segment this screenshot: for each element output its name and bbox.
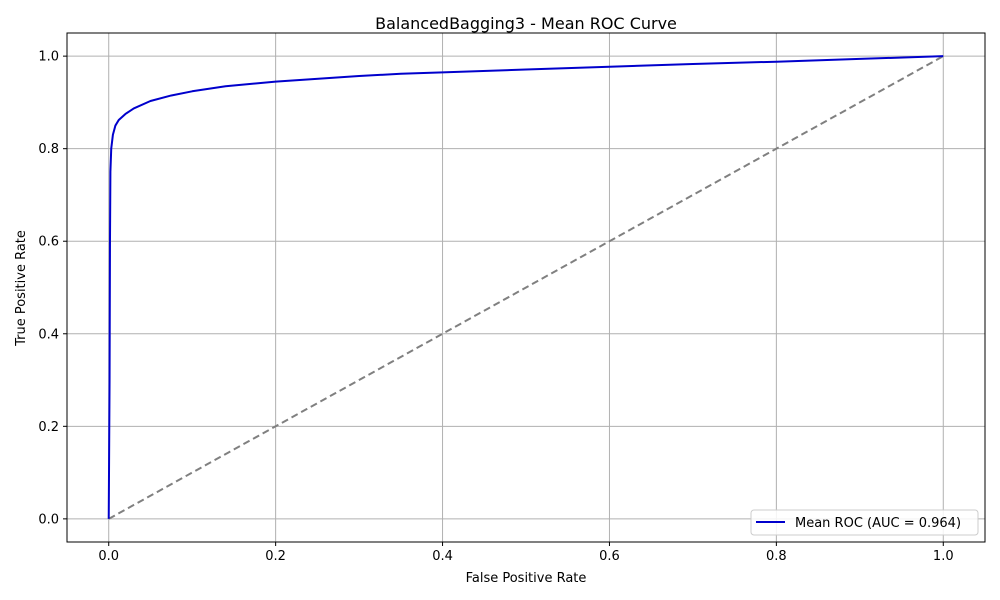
chart-title: BalancedBagging3 - Mean ROC Curve <box>375 14 677 33</box>
y-tick-label: 1.0 <box>38 50 59 65</box>
x-tick-label: 1.0 <box>933 549 954 564</box>
mean-roc-curve <box>107 55 944 519</box>
x-tick-label: 0.6 <box>599 549 620 564</box>
y-tick-label: 0.8 <box>38 142 59 157</box>
y-tick-label: 0.4 <box>38 327 59 342</box>
legend-label: Mean ROC (AUC = 0.964) <box>795 516 961 531</box>
x-tick-label: 0.0 <box>98 549 119 564</box>
y-tick-label: 0.0 <box>38 512 59 527</box>
x-tick-label: 0.2 <box>265 549 286 564</box>
y-tick-label: 0.2 <box>38 420 59 435</box>
x-axis-title: False Positive Rate <box>466 571 587 586</box>
legend: Mean ROC (AUC = 0.964) <box>750 509 979 536</box>
chance-diagonal-line <box>108 55 944 520</box>
plot-frame <box>66 32 986 543</box>
series-layer <box>107 55 944 520</box>
y-tick-label: 0.6 <box>38 235 59 250</box>
x-tick-label: 0.8 <box>766 549 787 564</box>
tick-layer: 0.0 0.2 0.4 0.6 0.8 1.0 0.0 0.2 0.4 0.6 0.8 1.0 <box>38 50 953 564</box>
legend-box <box>750 509 979 536</box>
x-tick-label: 0.4 <box>432 549 453 564</box>
y-axis-title: True Positive Rate <box>14 230 29 347</box>
